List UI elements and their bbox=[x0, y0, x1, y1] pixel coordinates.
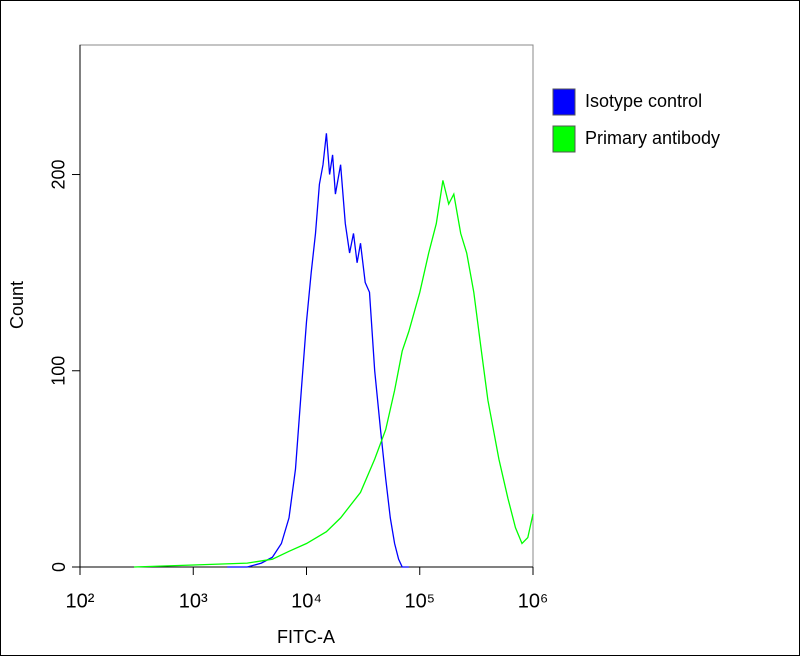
y-tick-label: 0 bbox=[49, 562, 69, 572]
x-tick-label: 10⁴ bbox=[291, 590, 322, 612]
x-tick-label: 10² bbox=[66, 590, 95, 612]
legend-label: Isotype control bbox=[585, 91, 702, 111]
legend-label: Primary antibody bbox=[585, 128, 720, 148]
legend-swatch bbox=[552, 88, 576, 116]
x-tick-label: 10⁶ bbox=[518, 590, 548, 612]
histogram-line bbox=[227, 133, 409, 568]
x-axis-label: FITC-A bbox=[277, 627, 335, 647]
legend-swatch bbox=[552, 125, 576, 153]
y-tick-label: 100 bbox=[49, 356, 69, 386]
x-tick-label: 10⁵ bbox=[404, 590, 435, 612]
y-tick-label: 200 bbox=[49, 159, 69, 189]
histogram-line bbox=[133, 180, 534, 568]
x-tick-label: 10³ bbox=[179, 590, 208, 612]
y-axis-label: Count bbox=[7, 281, 27, 329]
